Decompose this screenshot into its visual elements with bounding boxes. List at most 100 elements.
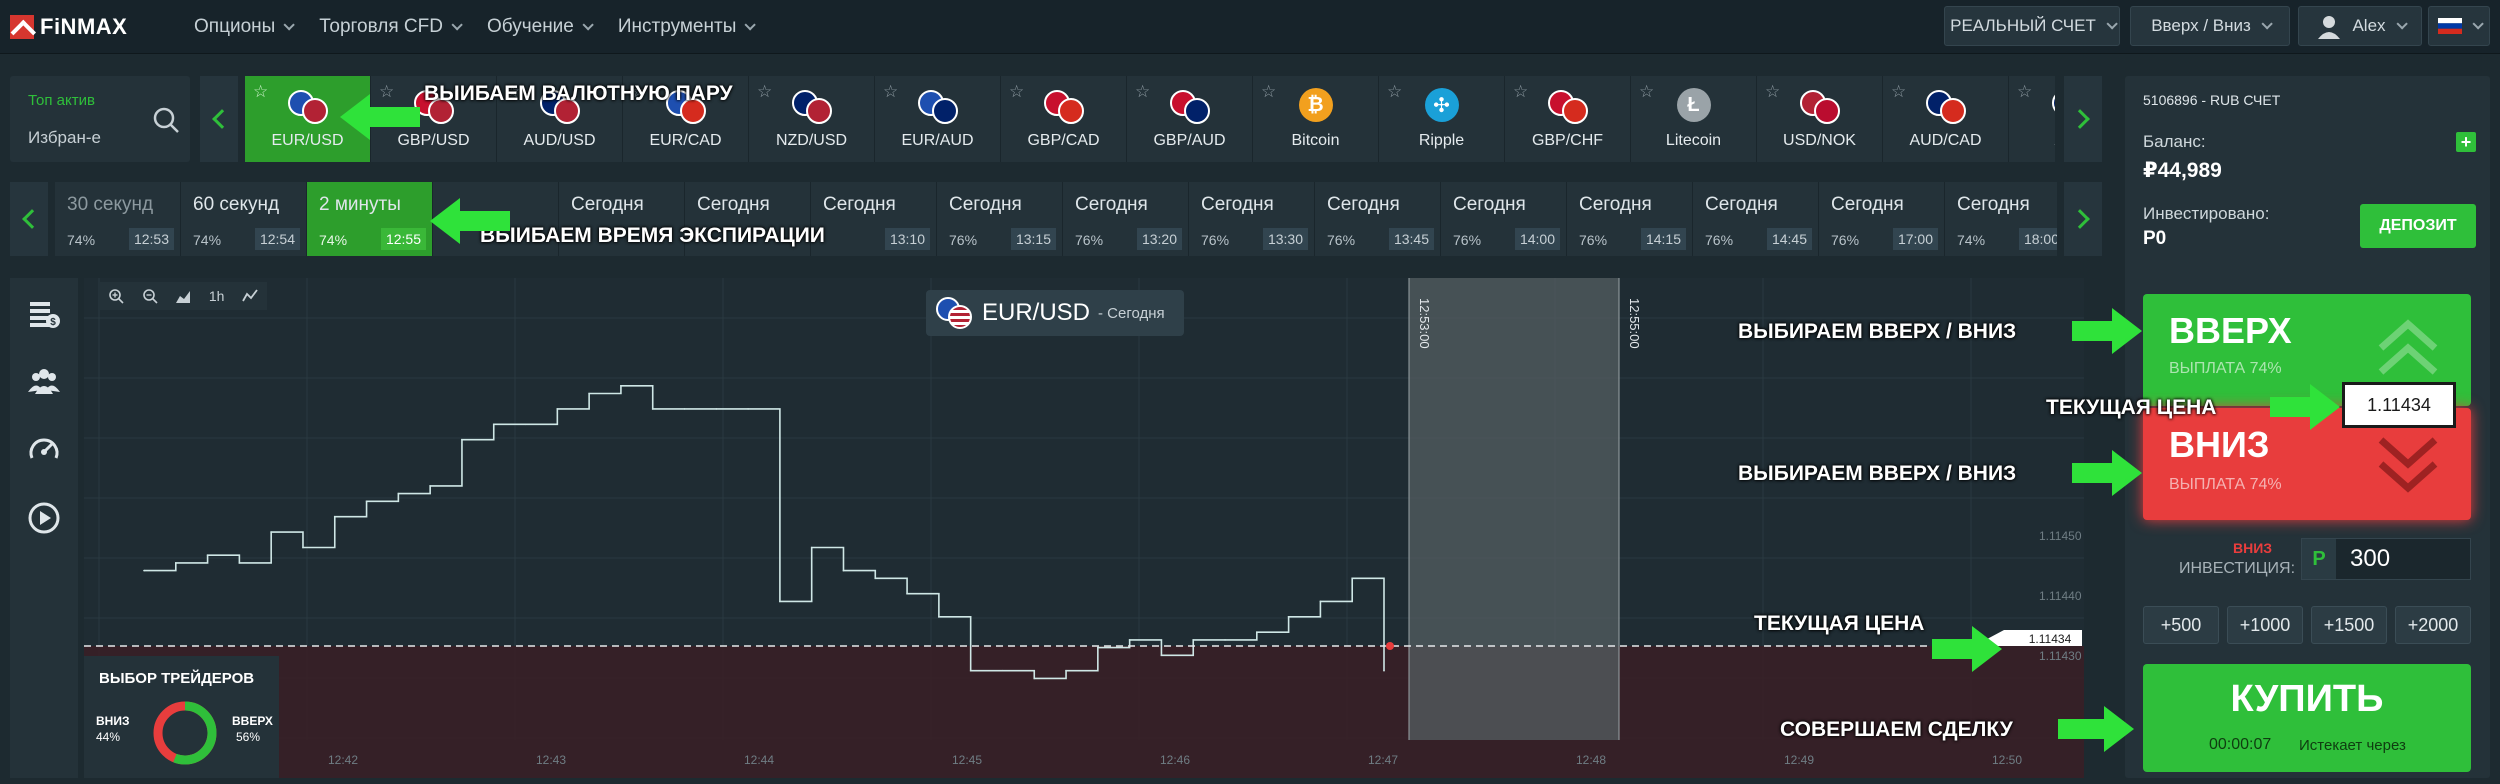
investment-input[interactable]: Р 300 [2301, 538, 2471, 580]
asset-item[interactable]: ☆ GBP/CHF [1505, 76, 1631, 162]
x-tick-label: 12:50 [1992, 753, 2022, 767]
language-select[interactable] [2428, 6, 2490, 46]
star-icon[interactable]: ☆ [1513, 82, 1529, 101]
timeframe-1h[interactable]: 1h [208, 288, 225, 304]
deposit-button[interactable]: ДЕПОЗИТ [2360, 204, 2476, 248]
top-assets-tab[interactable]: Топ актив [28, 92, 95, 109]
expiry-item[interactable]: Сегодня [685, 182, 811, 256]
up-button-title: ВВЕРХ [2169, 310, 2292, 351]
asset-item[interactable]: ☆ GBP/AUD [1127, 76, 1253, 162]
asset-item[interactable]: ☆ Ł Litecoin [1631, 76, 1757, 162]
asset-item[interactable]: ☆ EUR/CAD [623, 76, 749, 162]
zoom-in-icon[interactable] [108, 288, 124, 304]
star-icon[interactable]: ☆ [1009, 82, 1025, 101]
star-icon[interactable]: ☆ [505, 82, 521, 101]
asset-item[interactable]: ☆ ✣ Ripple [1379, 76, 1505, 162]
asset-item[interactable]: ☆ USD/NOK [1757, 76, 1883, 162]
trade-mode-select[interactable]: Вверх / Вниз [2130, 6, 2290, 46]
star-icon[interactable]: ☆ [1891, 82, 1907, 101]
buy-button[interactable]: КУПИТЬ 00:00:07 Истекает через [2143, 664, 2471, 772]
expiry-item[interactable]: Сегодня 76% 14:15 [1567, 182, 1693, 256]
asset-item[interactable]: ☆ NZD/USD [749, 76, 875, 162]
expiry-next-button[interactable] [2064, 182, 2102, 256]
amount-plus-2000[interactable]: +2000 [2395, 606, 2471, 644]
price-chart[interactable]: 12:4112:4212:4312:4412:4512:4612:4712:48… [84, 278, 2084, 778]
star-icon[interactable]: ☆ [1387, 82, 1403, 101]
area-chart-icon[interactable] [175, 288, 191, 304]
user-menu[interactable]: Alex [2298, 6, 2422, 46]
assets-prev-button[interactable] [200, 76, 238, 162]
expiry-item[interactable]: Сегодня 76% 13:15 [937, 182, 1063, 256]
x-tick-label: 12:47 [1368, 753, 1398, 767]
amount-plus-1000[interactable]: +1000 [2227, 606, 2303, 644]
star-icon[interactable]: ☆ [1135, 82, 1151, 101]
star-icon[interactable]: ☆ [1765, 82, 1781, 101]
price-point [333, 515, 336, 518]
price-point [174, 562, 177, 564]
menu-education[interactable]: Обучение [473, 0, 604, 54]
account-type-select[interactable]: РЕАЛЬНЫЙ СЧЕТ [1944, 6, 2120, 46]
asset-item[interactable]: ☆ AUD [2009, 76, 2055, 162]
top-navigation: FiNMAX Опционы Торговля CFD Обучение Инс… [0, 0, 2500, 54]
expiry-item[interactable]: 2 минуты 74% 12:55 [307, 182, 433, 256]
star-icon[interactable]: ☆ [1261, 82, 1277, 101]
zoom-out-icon[interactable] [142, 288, 158, 304]
speed-icon[interactable] [26, 432, 62, 468]
expiry-item[interactable]: Сегодня 74% 18:00 [1945, 182, 2057, 256]
traders-icon[interactable] [26, 364, 62, 400]
asset-item[interactable]: ☆ AUD/CAD [1883, 76, 2009, 162]
asset-item[interactable]: ☆ GBP/CAD [1001, 76, 1127, 162]
star-icon[interactable]: ☆ [2017, 82, 2033, 101]
asset-name: EUR/USD [271, 132, 344, 149]
asset-name: GBP/AUD [1153, 132, 1226, 149]
price-point [1192, 639, 1195, 641]
star-icon[interactable]: ☆ [757, 82, 773, 101]
asset-item[interactable]: ☆ ₿ Bitcoin [1253, 76, 1379, 162]
chevron-down-icon [2472, 18, 2484, 30]
assets-next-button[interactable] [2064, 76, 2102, 162]
expiry-item[interactable]: Сегодня [559, 182, 685, 256]
asset-name: Bitcoin [1291, 132, 1340, 149]
menu-cfd[interactable]: Торговля CFD [305, 0, 473, 54]
line-chart-icon[interactable] [242, 288, 258, 304]
expiry-item[interactable]: Сегодня 76% 13:20 [1063, 182, 1189, 256]
favorites-tab[interactable]: Избран-е [28, 128, 101, 147]
expiry-prev-button[interactable] [10, 182, 48, 256]
star-icon[interactable]: ☆ [253, 82, 269, 101]
asset-item[interactable]: ☆ EUR/AUD [875, 76, 1001, 162]
deals-icon[interactable]: $ [26, 296, 62, 332]
eur-usd-flags-icon [936, 297, 974, 329]
expiry-item[interactable]: 60 секунд 74% 12:54 [181, 182, 307, 256]
star-icon[interactable]: ☆ [1639, 82, 1655, 101]
expiry-item[interactable]: Сегодня 76% 13:45 [1315, 182, 1441, 256]
expiry-time: 13:10 [884, 228, 930, 250]
search-icon[interactable] [152, 106, 180, 134]
menu-tools[interactable]: Инструменты [604, 0, 766, 54]
star-icon[interactable]: ☆ [631, 82, 647, 101]
price-point [810, 546, 813, 549]
expiry-item[interactable]: Сегодня 76% 13:30 [1189, 182, 1315, 256]
star-icon[interactable]: ☆ [379, 82, 395, 101]
play-icon[interactable] [26, 500, 62, 536]
asset-item[interactable]: ☆ AUD/USD [497, 76, 623, 162]
amount-plus-1500[interactable]: +1500 [2311, 606, 2387, 644]
pair-badge: EUR/USD - Сегодня [926, 290, 1184, 336]
pair-name: EUR/USD [982, 299, 1091, 326]
expiry-time: 12:53 [128, 228, 174, 250]
flag-ru-icon [2438, 18, 2462, 34]
price-point [302, 546, 304, 549]
asset-item[interactable]: ☆ GBP/USD [371, 76, 497, 162]
expiry-item[interactable]: Сегодня 76% 14:45 [1693, 182, 1819, 256]
expiry-item[interactable]: Сегодня 13:10 [811, 182, 937, 256]
star-icon[interactable]: ☆ [883, 82, 899, 101]
expiry-item[interactable]: 30 секунд 74% 12:53 [55, 182, 181, 256]
amount-plus-500[interactable]: +500 [2143, 606, 2219, 644]
asset-name: Litecoin [1665, 132, 1722, 149]
menu-options[interactable]: Опционы [180, 0, 305, 54]
expiry-payout: 76% [949, 232, 978, 248]
brand-logo[interactable]: FiNMAX [10, 12, 127, 42]
price-point [524, 423, 527, 426]
expiry-item[interactable]: Сегодня 76% 14:00 [1441, 182, 1567, 256]
add-funds-button[interactable]: + [2456, 132, 2476, 152]
expiry-item[interactable]: Сегодня 76% 17:00 [1819, 182, 1945, 256]
